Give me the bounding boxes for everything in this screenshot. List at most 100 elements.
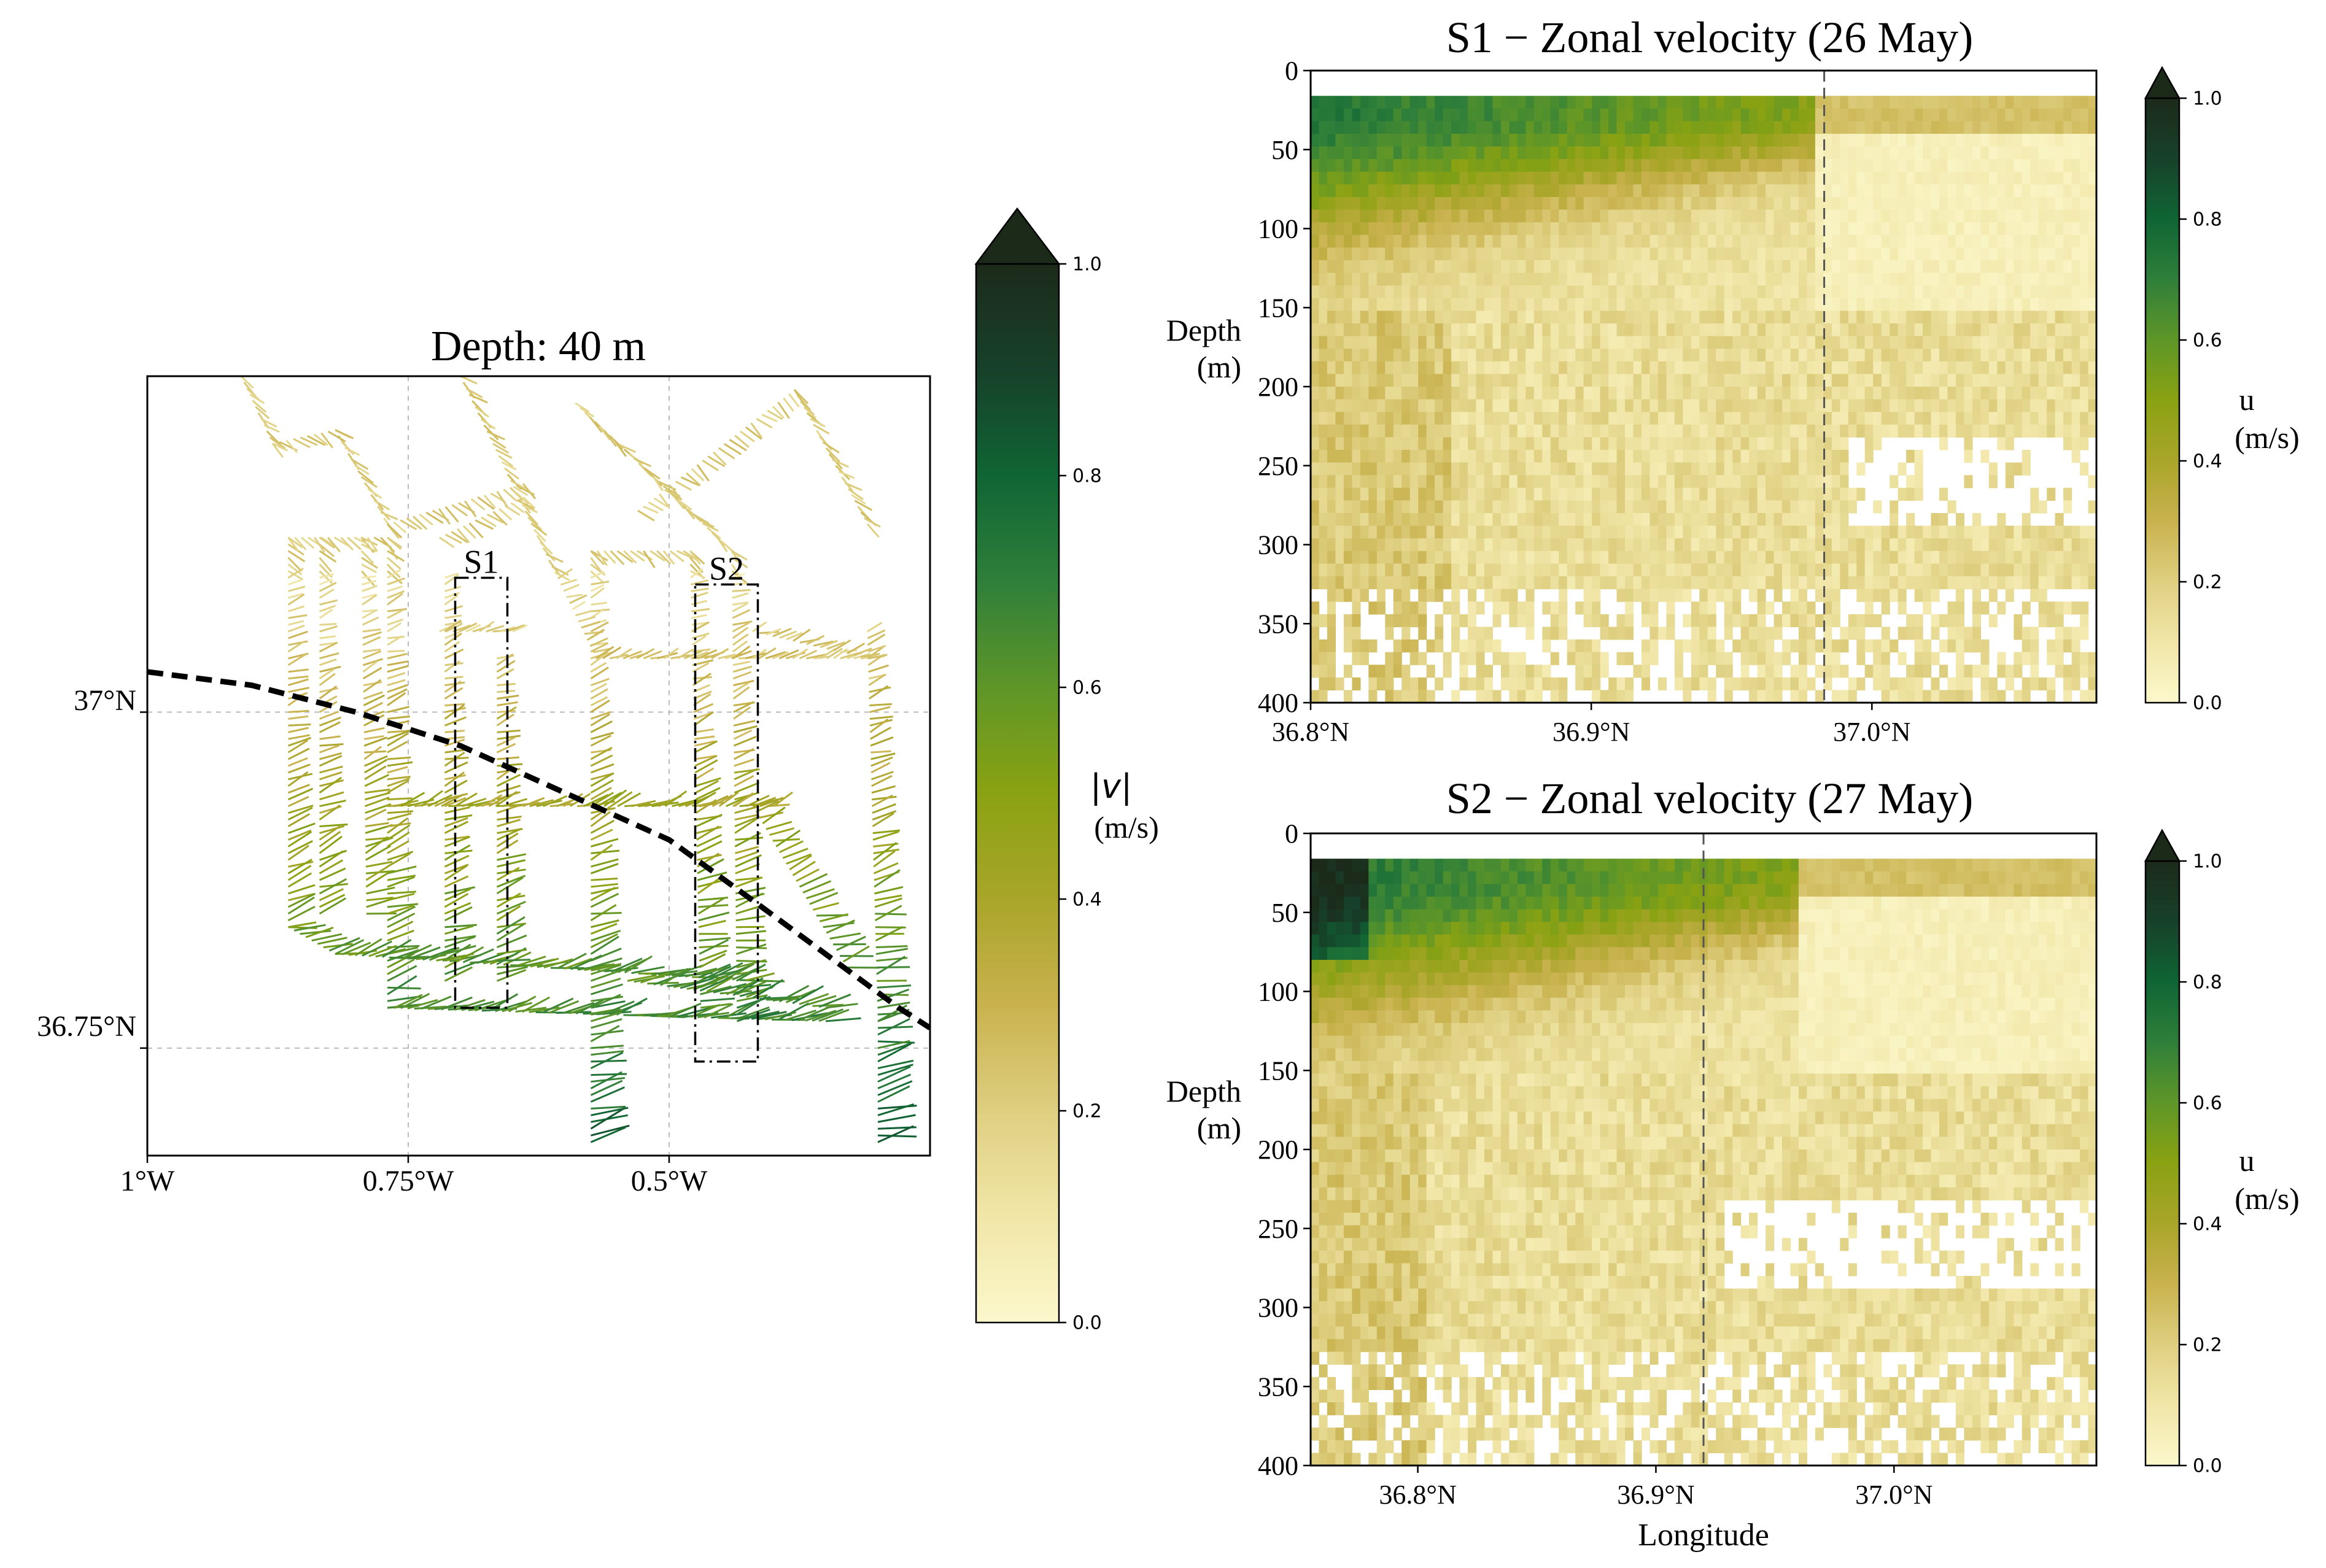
heatmap-cell [1319,487,1328,501]
heatmap-cell [1600,387,1609,400]
heatmap-cell [1823,197,1832,210]
heatmap-cell [1831,513,1840,527]
heatmap-cell [1616,134,1626,147]
heatmap-cell [1955,525,1964,539]
heatmap-cell [2005,323,2014,337]
heatmap-cell [1484,247,1493,261]
heatmap-cell [1376,234,1386,248]
heatmap-cell [1451,222,1460,236]
heatmap-cell [1385,627,1394,640]
velocity-vector [610,550,625,565]
heatmap-cell [1550,323,1559,337]
heatmap-cell [1335,134,1344,147]
heatmap-cell [1666,209,1675,223]
heatmap-cell [1509,576,1518,590]
heatmap-cell [1633,538,1642,552]
heatmap-cell [1955,260,1964,274]
heatmap-cell [1873,108,1882,122]
heatmap-cell [1583,538,1592,552]
heatmap-cell [1823,146,1832,160]
heatmap-cell [1409,298,1419,311]
heatmap-cell [1567,450,1576,463]
heatmap-cell [1492,134,1502,147]
heatmap-cell [1426,500,1435,514]
heatmap-cell [1707,513,1716,527]
heatmap-cell [1533,272,1543,286]
heatmap-cell [1881,665,1890,678]
heatmap-cell [1468,272,1477,286]
velocity-vector [387,557,401,570]
heatmap-cell [1443,222,1452,236]
velocity-vector [835,935,866,951]
heatmap-cell [1774,399,1783,412]
heatmap-cell [1641,639,1650,653]
velocity-vector [319,543,335,557]
heatmap-cell [1616,525,1626,539]
heatmap-cell [1831,424,1840,438]
velocity-vector [723,442,742,455]
heatmap-cell [1823,576,1832,590]
heatmap-cell [1592,589,1601,602]
heatmap-cell [1550,538,1559,552]
heatmap-cell [1980,601,1990,615]
heatmap-cell [1666,424,1675,438]
heatmap-cell [1401,513,1411,527]
velocity-vector [877,1025,913,1029]
heatmap-cell [1459,121,1468,134]
heatmap-cell [1864,96,1874,109]
heatmap-cell [1625,311,1634,324]
heatmap-cell [1451,387,1460,400]
heatmap-cell [1823,222,1832,236]
heatmap-cell [1898,121,1907,134]
heatmap-cell [1815,614,1824,627]
heatmap-cell [1840,462,1849,476]
heatmap-cell [1311,260,1320,274]
velocity-vector [653,476,664,492]
heatmap-cell [1699,525,1708,539]
heatmap-cell [1633,323,1642,337]
heatmap-cell [1840,234,1849,248]
map-frame [146,375,931,1157]
heatmap-cell [1683,487,1692,501]
heatmap-cell [1409,171,1419,185]
heatmap-cell [1500,108,1510,122]
heatmap-cell [1343,197,1352,210]
heatmap-cell [1641,96,1650,109]
heatmap-cell [1468,525,1477,539]
section-box [694,583,759,1063]
heatmap-cell [1864,437,1874,450]
velocity-vector [590,654,606,666]
velocity-vector [497,694,519,700]
heatmap-cell [1856,336,1866,349]
heatmap-cell [1625,247,1634,261]
heatmap-cell [1484,563,1493,577]
heatmap-cell [1641,134,1650,147]
heatmap-cell [1757,627,1766,640]
heatmap-cell [1840,627,1849,640]
heatmap-cell [1955,387,1964,400]
heatmap-cell [1608,146,1618,160]
heatmap-cell [1864,399,1874,412]
heatmap-cell [1740,361,1750,374]
heatmap-cell [1914,222,1923,236]
heatmap-cell [1707,639,1716,653]
heatmap-cell [1608,374,1618,387]
velocity-vector [365,796,390,808]
heatmap-cell [1509,589,1518,602]
heatmap-cell [1856,298,1866,311]
heatmap-cell [1716,475,1725,489]
heatmap-cell [1509,513,1518,527]
heatmap-cell [1798,374,1807,387]
heatmap-cell [1476,247,1485,261]
velocity-vector [877,1085,910,1103]
heatmap-cell [1641,184,1650,198]
heatmap-cell [1716,589,1725,602]
velocity-vector [360,550,374,564]
heatmap-cell [1368,412,1378,425]
heatmap-cell [1360,437,1369,450]
heatmap-cell [1724,323,1733,337]
heatmap-cell [1633,513,1642,527]
heatmap-cell [1550,563,1559,577]
heatmap-cell [1343,209,1352,223]
heatmap-cell [1583,487,1592,501]
